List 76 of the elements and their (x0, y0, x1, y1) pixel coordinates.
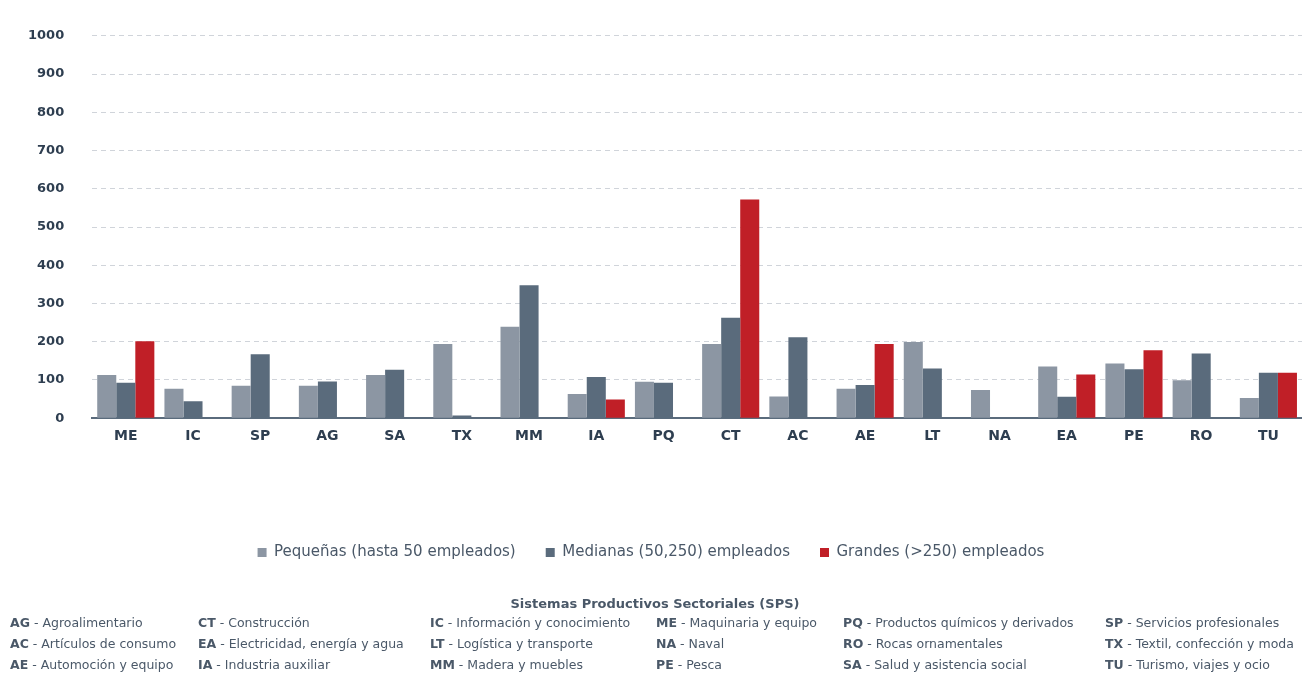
text: TX - Textil, confección y moda (1105, 636, 1295, 651)
x-tick-label: ME (114, 427, 138, 444)
text: SA - Salud y asistencia social (843, 657, 1028, 672)
bar (1172, 380, 1192, 418)
text: AG - Agroalimentario (10, 615, 144, 630)
bar (433, 344, 453, 418)
text: PQ - Productos químicos y derivados (843, 615, 1075, 630)
bar (567, 394, 587, 418)
text: NA - Naval (656, 636, 726, 651)
text: IA - Industria auxiliar (198, 657, 332, 672)
bar (702, 344, 722, 418)
text: MM - Madera y muebles (430, 657, 584, 672)
text: LT - Logística y transporte (430, 636, 594, 651)
bar (1105, 363, 1125, 418)
y-tick-label: 500 (37, 218, 65, 234)
x-tick-label: TX (451, 427, 473, 444)
y-tick-label: 700 (37, 141, 65, 157)
bar (836, 388, 856, 418)
legend-label: Grandes (>250) empleados (836, 542, 1045, 561)
y-tick-label: 600 (37, 180, 65, 196)
text: AE - Automoción y equipo (10, 657, 175, 672)
y-tick-label: 100 (37, 371, 65, 387)
x-tick-label: IC (185, 427, 201, 444)
bar (1277, 372, 1297, 418)
text: Sistemas Productivos Sectoriales (SPS) (509, 596, 801, 611)
x-tick-label: AE (854, 427, 876, 444)
x-tick-label: PQ (652, 427, 675, 444)
bar (366, 374, 386, 418)
text: ME - Maquinaria y equipo (656, 615, 819, 630)
legend-label: Pequeñas (hasta 50 empleados) (274, 542, 516, 561)
text: TU - Turismo, viajes y ocio (1105, 657, 1271, 672)
bar (231, 385, 251, 418)
bar (298, 385, 318, 418)
text: EA - Electricidad, energía y agua (198, 636, 405, 651)
x-tick-label: IA (588, 427, 605, 444)
bar (769, 396, 789, 418)
legend-label: Medianas (50,250) empleados (562, 542, 791, 561)
bar (740, 199, 760, 418)
text: AC - Artículos de consumo (10, 636, 178, 651)
text: RO - Rocas ornamentales (843, 636, 1004, 651)
y-tick-label: 1000 (27, 27, 65, 43)
x-tick-label: LT (924, 427, 941, 444)
bar (970, 389, 991, 418)
x-tick-label: SA (384, 427, 406, 444)
x-tick-label: EA (1056, 427, 1078, 444)
bar (164, 388, 184, 418)
x-tick-label: AG (316, 427, 339, 444)
text: CT - Construcción (198, 615, 311, 630)
text: PE - Pesca (656, 657, 723, 672)
y-tick-label: 0 (55, 409, 65, 425)
x-tick-label: PE (1124, 427, 1144, 444)
bar (1143, 350, 1163, 418)
bar (97, 374, 117, 418)
x-tick-label: MM (515, 427, 543, 444)
x-tick-label: SP (250, 427, 271, 444)
bar (1038, 366, 1058, 418)
x-tick-label: NA (988, 427, 1011, 444)
bar (605, 399, 625, 418)
bar (500, 326, 520, 418)
bar (1239, 397, 1259, 418)
bar (874, 344, 894, 418)
x-tick-label: AC (787, 427, 809, 444)
y-tick-label: 300 (37, 294, 65, 310)
y-tick-label: 900 (37, 65, 65, 81)
x-tick-label: CT (720, 427, 742, 444)
y-tick-label: 200 (37, 333, 65, 349)
bar (903, 342, 923, 418)
x-tick-label: TU (1257, 427, 1279, 444)
y-tick-label: 800 (37, 103, 65, 119)
y-tick-label: 400 (37, 256, 65, 272)
bar (1076, 374, 1096, 418)
text: SP - Servicios profesionales (1105, 615, 1281, 630)
bar (634, 381, 654, 418)
bar (135, 341, 155, 418)
text: IC - Información y conocimiento (430, 615, 632, 630)
x-tick-label: RO (1189, 427, 1213, 444)
